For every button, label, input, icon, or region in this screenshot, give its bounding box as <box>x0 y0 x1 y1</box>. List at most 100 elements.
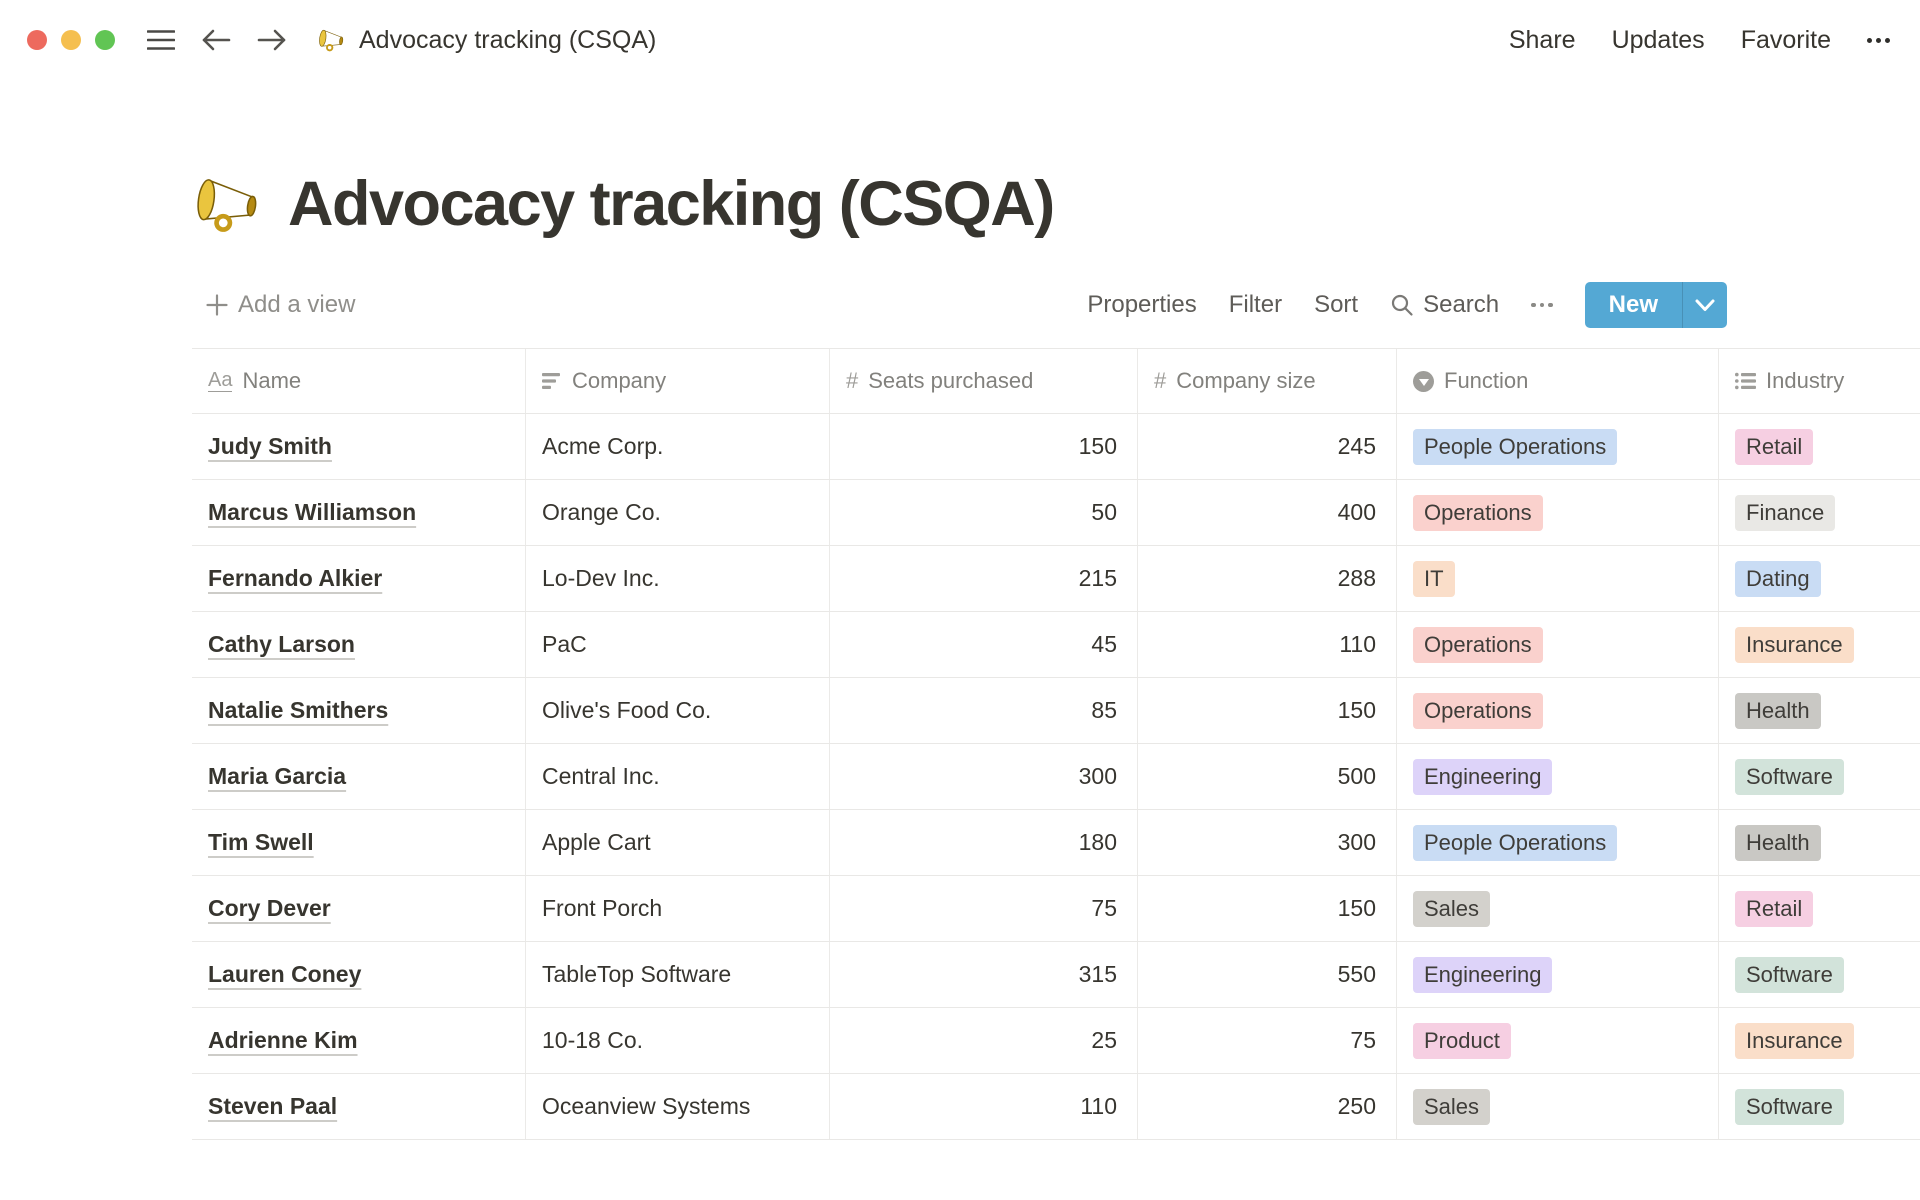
industry-cell[interactable]: Retail <box>1719 414 1920 479</box>
name-link[interactable]: Lauren Coney <box>208 961 362 987</box>
name-link[interactable]: Cory Dever <box>208 895 331 921</box>
seats-purchased-cell[interactable]: 85 <box>830 678 1138 743</box>
name-cell[interactable]: Cory Dever <box>192 876 526 941</box>
company-size-cell[interactable]: 288 <box>1138 546 1397 611</box>
properties-button[interactable]: Properties <box>1087 291 1197 318</box>
seats-purchased-cell[interactable]: 50 <box>830 480 1138 545</box>
name-link[interactable]: Fernando Alkier <box>208 565 383 591</box>
industry-cell[interactable]: Insurance <box>1719 612 1920 677</box>
company-size-cell[interactable]: 150 <box>1138 678 1397 743</box>
function-cell[interactable]: Operations <box>1397 480 1719 545</box>
name-link[interactable]: Steven Paal <box>208 1093 338 1119</box>
company-size-cell[interactable]: 250 <box>1138 1074 1397 1139</box>
column-header-industry[interactable]: Industry <box>1719 349 1920 413</box>
function-cell[interactable]: Operations <box>1397 678 1719 743</box>
company-cell[interactable]: Lo-Dev Inc. <box>526 546 830 611</box>
company-cell[interactable]: Front Porch <box>526 876 830 941</box>
seats-purchased-cell[interactable]: 45 <box>830 612 1138 677</box>
column-header-company[interactable]: Company <box>526 349 830 413</box>
name-link[interactable]: Marcus Williamson <box>208 499 417 525</box>
function-cell[interactable]: People Operations <box>1397 414 1719 479</box>
page-title[interactable]: Advocacy tracking (CSQA) <box>288 169 1055 239</box>
seats-purchased-cell[interactable]: 150 <box>830 414 1138 479</box>
table-more-options-icon[interactable] <box>1531 302 1553 308</box>
company-cell[interactable]: Central Inc. <box>526 744 830 809</box>
forward-arrow-icon[interactable] <box>257 28 287 52</box>
column-header-seats[interactable]: # Seats purchased <box>830 349 1138 413</box>
column-header-name[interactable]: Aa Name <box>192 349 526 413</box>
name-cell[interactable]: Judy Smith <box>192 414 526 479</box>
industry-cell[interactable]: Software <box>1719 744 1920 809</box>
name-cell[interactable]: Fernando Alkier <box>192 546 526 611</box>
seats-purchased-cell[interactable]: 75 <box>830 876 1138 941</box>
seats-purchased-cell[interactable]: 315 <box>830 942 1138 1007</box>
company-cell[interactable]: TableTop Software <box>526 942 830 1007</box>
seats-purchased-cell[interactable]: 25 <box>830 1008 1138 1073</box>
industry-cell[interactable]: Software <box>1719 1074 1920 1139</box>
close-window-button[interactable] <box>27 30 47 50</box>
company-cell[interactable]: Orange Co. <box>526 480 830 545</box>
new-dropdown-button[interactable] <box>1683 282 1727 328</box>
name-cell[interactable]: Tim Swell <box>192 810 526 875</box>
column-header-size[interactable]: # Company size <box>1138 349 1397 413</box>
company-size-cell[interactable]: 550 <box>1138 942 1397 1007</box>
sort-button[interactable]: Sort <box>1314 291 1359 318</box>
name-cell[interactable]: Marcus Williamson <box>192 480 526 545</box>
name-link[interactable]: Cathy Larson <box>208 631 355 657</box>
megaphone-icon[interactable] <box>192 167 266 241</box>
back-arrow-icon[interactable] <box>201 28 231 52</box>
new-button[interactable]: New <box>1608 291 1658 318</box>
company-size-cell[interactable]: 245 <box>1138 414 1397 479</box>
function-cell[interactable]: Engineering <box>1397 942 1719 1007</box>
industry-cell[interactable]: Health <box>1719 810 1920 875</box>
function-cell[interactable]: Engineering <box>1397 744 1719 809</box>
company-size-cell[interactable]: 150 <box>1138 876 1397 941</box>
company-cell[interactable]: Olive's Food Co. <box>526 678 830 743</box>
updates-button[interactable]: Updates <box>1611 25 1705 54</box>
function-cell[interactable]: Product <box>1397 1008 1719 1073</box>
industry-cell[interactable]: Retail <box>1719 876 1920 941</box>
add-view-button[interactable]: Add a view <box>192 291 355 319</box>
company-cell[interactable]: Acme Corp. <box>526 414 830 479</box>
minimize-window-button[interactable] <box>61 30 81 50</box>
more-options-icon[interactable] <box>1867 37 1890 43</box>
company-cell[interactable]: 10-18 Co. <box>526 1008 830 1073</box>
industry-cell[interactable]: Health <box>1719 678 1920 743</box>
company-cell[interactable]: Apple Cart <box>526 810 830 875</box>
function-cell[interactable]: IT <box>1397 546 1719 611</box>
company-size-cell[interactable]: 500 <box>1138 744 1397 809</box>
industry-cell[interactable]: Insurance <box>1719 1008 1920 1073</box>
company-cell[interactable]: PaC <box>526 612 830 677</box>
function-cell[interactable]: People Operations <box>1397 810 1719 875</box>
industry-cell[interactable]: Dating <box>1719 546 1920 611</box>
company-cell[interactable]: Oceanview Systems <box>526 1074 830 1139</box>
company-size-cell[interactable]: 75 <box>1138 1008 1397 1073</box>
company-size-cell[interactable]: 300 <box>1138 810 1397 875</box>
seats-purchased-cell[interactable]: 180 <box>830 810 1138 875</box>
industry-cell[interactable]: Finance <box>1719 480 1920 545</box>
share-button[interactable]: Share <box>1508 25 1576 54</box>
name-cell[interactable]: Cathy Larson <box>192 612 526 677</box>
seats-purchased-cell[interactable]: 215 <box>830 546 1138 611</box>
company-size-cell[interactable]: 400 <box>1138 480 1397 545</box>
name-link[interactable]: Maria Garcia <box>208 763 347 789</box>
name-cell[interactable]: Adrienne Kim <box>192 1008 526 1073</box>
name-link[interactable]: Judy Smith <box>208 433 332 459</box>
menu-icon[interactable] <box>147 29 175 51</box>
name-cell[interactable]: Lauren Coney <box>192 942 526 1007</box>
name-cell[interactable]: Steven Paal <box>192 1074 526 1139</box>
filter-button[interactable]: Filter <box>1228 291 1283 318</box>
zoom-window-button[interactable] <box>95 30 115 50</box>
name-cell[interactable]: Maria Garcia <box>192 744 526 809</box>
name-cell[interactable]: Natalie Smithers <box>192 678 526 743</box>
function-cell[interactable]: Sales <box>1397 876 1719 941</box>
search-button[interactable]: Search <box>1390 291 1499 319</box>
favorite-button[interactable]: Favorite <box>1740 25 1831 54</box>
seats-purchased-cell[interactable]: 300 <box>830 744 1138 809</box>
industry-cell[interactable]: Software <box>1719 942 1920 1007</box>
function-cell[interactable]: Operations <box>1397 612 1719 677</box>
name-link[interactable]: Natalie Smithers <box>208 697 389 723</box>
name-link[interactable]: Adrienne Kim <box>208 1027 358 1053</box>
name-link[interactable]: Tim Swell <box>208 829 314 855</box>
company-size-cell[interactable]: 110 <box>1138 612 1397 677</box>
